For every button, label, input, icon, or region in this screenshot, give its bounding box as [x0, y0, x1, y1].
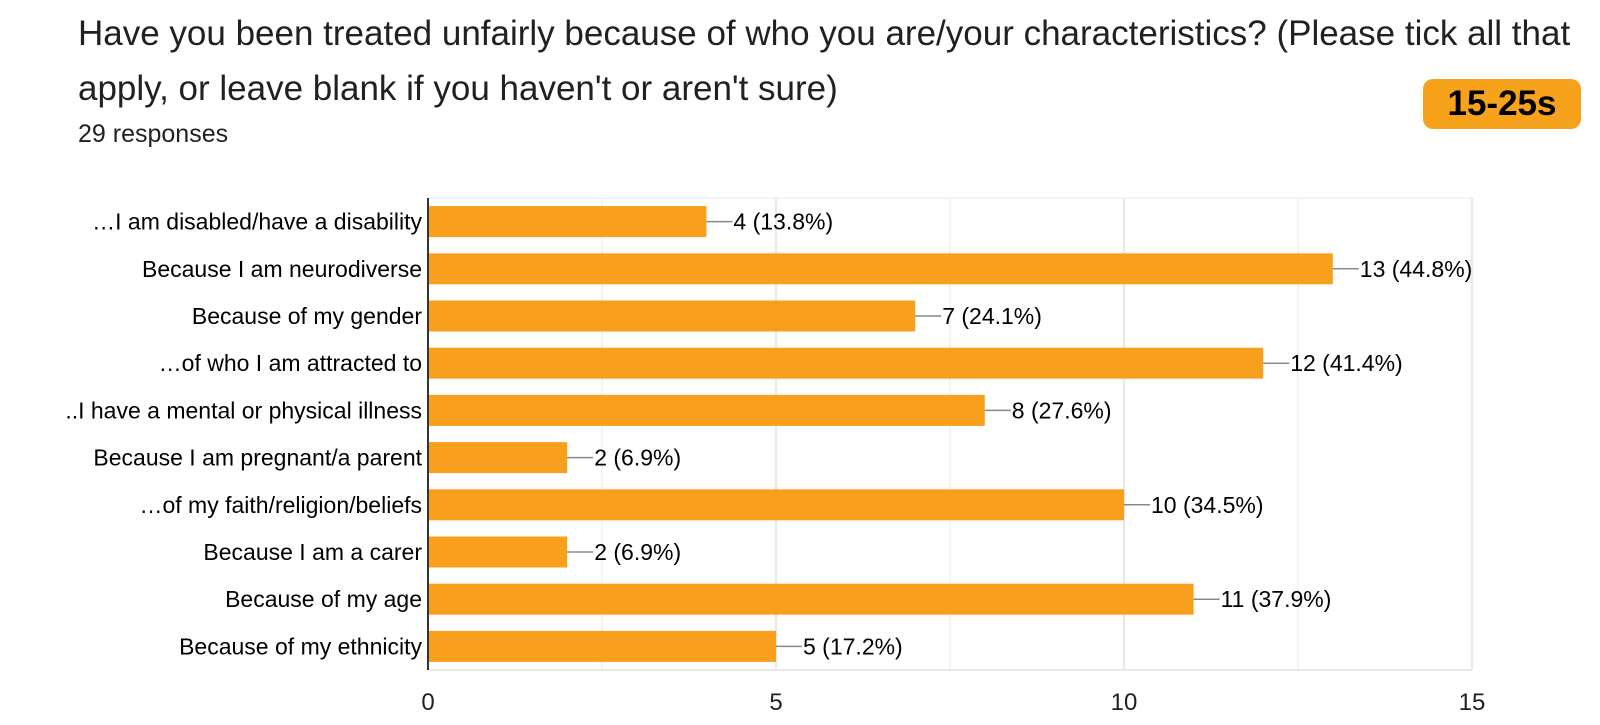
category-label: Because of my gender: [192, 303, 422, 329]
category-label: Because I am neurodiverse: [142, 256, 422, 282]
x-tick-labels: 0 5 10 15: [421, 689, 1485, 716]
category-label: ..I have a mental or physical illness: [65, 397, 422, 423]
value-label: 11 (37.9%): [1221, 586, 1332, 612]
x-tick-label: 0: [421, 689, 434, 716]
category-label: …of who I am attracted to: [159, 350, 422, 376]
value-label: 2 (6.9%): [594, 539, 681, 565]
category-label: Because of my age: [225, 586, 422, 612]
bar: [428, 347, 1264, 379]
category-label: …of my faith/religion/beliefs: [139, 492, 422, 518]
bar: [428, 394, 985, 426]
value-label: 4 (13.8%): [733, 209, 833, 235]
value-label: 8 (27.6%): [1012, 397, 1112, 423]
bar: [428, 583, 1194, 615]
value-label: 13 (44.8%): [1360, 256, 1473, 282]
value-label: 12 (41.4%): [1290, 350, 1403, 376]
bar: [428, 300, 916, 332]
value-label: 2 (6.9%): [594, 445, 681, 471]
value-labels: 4 (13.8%) 13 (44.8%) 7 (24.1%) 12 (41.4%) 8 …: [567, 209, 1473, 659]
bar: [428, 536, 568, 568]
value-label: 10 (34.5%): [1151, 492, 1264, 518]
value-label: 7 (24.1%): [942, 303, 1042, 329]
category-label: Because I am pregnant/a parent: [93, 445, 422, 471]
category-label: …I am disabled/have a disability: [92, 209, 422, 235]
bar: [428, 206, 707, 238]
bar: [428, 442, 568, 474]
bar: [428, 489, 1124, 521]
x-tick-label: 10: [1111, 689, 1138, 716]
bar: [428, 253, 1333, 285]
age-group-badge: 15-25s: [1423, 79, 1581, 129]
bar: [428, 630, 776, 662]
x-tick-label: 5: [769, 689, 782, 716]
category-label: Because of my ethnicity: [179, 633, 422, 659]
question-title: Have you been treated unfairly because o…: [78, 14, 1571, 108]
response-count: 29 responses: [78, 120, 229, 148]
category-labels: …I am disabled/have a disability Because …: [65, 209, 422, 660]
value-label: 5 (17.2%): [803, 633, 903, 659]
x-tick-label: 15: [1459, 689, 1486, 716]
bars: [428, 206, 1333, 662]
category-label: Because I am a carer: [203, 539, 422, 565]
